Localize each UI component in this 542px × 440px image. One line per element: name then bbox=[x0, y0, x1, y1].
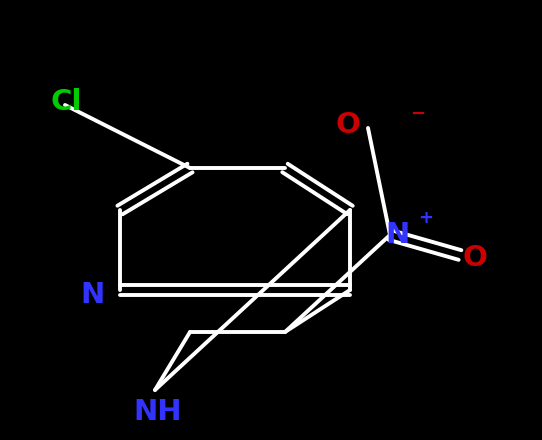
Text: NH: NH bbox=[134, 398, 182, 426]
Text: +: + bbox=[418, 209, 433, 227]
Text: Cl: Cl bbox=[50, 88, 81, 116]
Text: O: O bbox=[335, 111, 360, 139]
Text: N: N bbox=[385, 221, 409, 249]
Text: N: N bbox=[81, 281, 105, 309]
Text: O: O bbox=[462, 244, 487, 272]
Text: −: − bbox=[410, 105, 425, 123]
